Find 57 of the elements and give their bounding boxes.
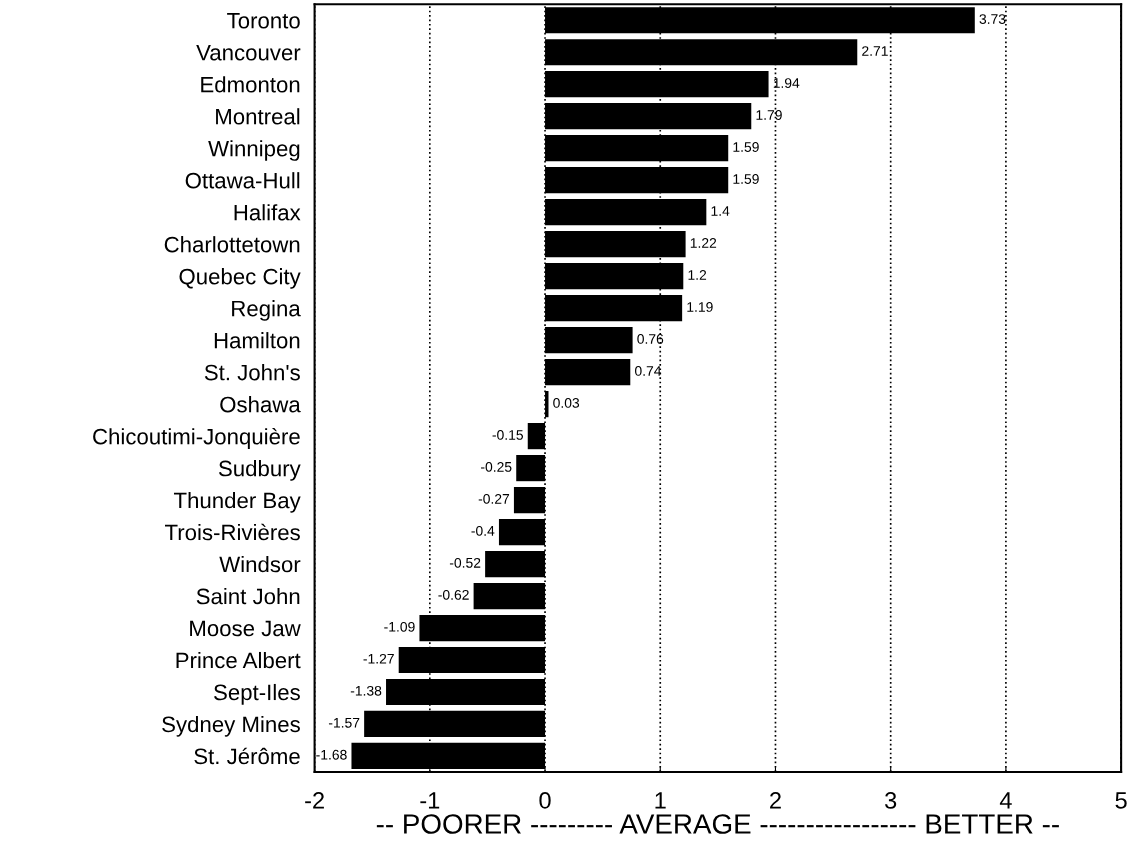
data-label: 1.22 bbox=[690, 238, 717, 248]
data-label: 2.71 bbox=[862, 46, 888, 56]
y-tick-label: Edmonton bbox=[201, 76, 300, 93]
x-tick-label: 0 bbox=[539, 792, 551, 809]
data-label: 1.2 bbox=[688, 270, 707, 280]
x-tick-label: 2 bbox=[770, 792, 781, 809]
data-label: 1.94 bbox=[773, 78, 800, 88]
data-label: -0.52 bbox=[449, 557, 481, 568]
data-label: -0.15 bbox=[492, 429, 524, 440]
y-tick-label: Montreal bbox=[216, 108, 300, 125]
data-label: 0.74 bbox=[635, 366, 662, 376]
data-label: -1.57 bbox=[328, 718, 360, 728]
y-tick-label: Oshawa bbox=[220, 396, 301, 413]
data-label: 1.19 bbox=[687, 302, 713, 312]
y-tick-label: Sudbury bbox=[218, 460, 301, 481]
y-tick-label: Chicoutimi-Jonquière bbox=[93, 427, 300, 449]
x-tick-label: 5 bbox=[1115, 792, 1127, 809]
y-tick-label: Prince Albert bbox=[176, 651, 301, 669]
x-tick-label: -1 bbox=[420, 792, 440, 809]
y-tick-label: Moose Jaw bbox=[190, 620, 301, 637]
y-tick-label: Ottawa-Hull bbox=[185, 172, 300, 189]
y-tick-label: Thunder Bay bbox=[173, 492, 301, 513]
data-label: -1.27 bbox=[363, 653, 394, 664]
y-tick-label: Sydney Mines bbox=[162, 715, 300, 737]
data-label: -1.38 bbox=[350, 685, 382, 696]
y-tick-label: Windsor bbox=[219, 555, 301, 573]
data-label: 1.59 bbox=[733, 142, 759, 152]
y-tick-label: Trois-Rivières bbox=[165, 523, 300, 541]
y-tick-label: Regina bbox=[232, 300, 301, 321]
y-tick-label: Sept-Iles bbox=[214, 683, 300, 705]
data-label: -1.09 bbox=[384, 621, 415, 632]
y-tick-label: Halifax bbox=[234, 204, 301, 221]
data-label: -0.62 bbox=[438, 589, 469, 600]
y-tick-label: Vancouver bbox=[196, 45, 301, 61]
data-label: 1.79 bbox=[756, 110, 782, 120]
x-tick-label: 4 bbox=[999, 792, 1012, 809]
y-tick-label: Charlottetown bbox=[164, 236, 300, 253]
x-tick-label: 1 bbox=[655, 792, 666, 809]
y-tick-label: Winnipeg bbox=[208, 140, 300, 161]
y-tick-label: Hamilton bbox=[214, 332, 300, 349]
y-tick-label: Saint John bbox=[196, 587, 300, 605]
data-label: -0.27 bbox=[478, 493, 510, 504]
x-tick-label: -2 bbox=[305, 792, 324, 809]
data-label: 3.73 bbox=[979, 14, 1006, 24]
data-label: 1.59 bbox=[733, 174, 759, 184]
data-label: -0.25 bbox=[481, 461, 512, 472]
data-label: -0.4 bbox=[471, 525, 495, 536]
data-label: 1.4 bbox=[711, 206, 730, 216]
x-tick-label: 3 bbox=[885, 792, 897, 809]
y-tick-label: Toronto bbox=[227, 13, 300, 29]
y-tick-label: St. Jérôme bbox=[194, 747, 300, 765]
y-tick-label: St. John's bbox=[204, 364, 300, 381]
data-label: -1.68 bbox=[316, 749, 347, 760]
data-label: 0.76 bbox=[637, 334, 664, 344]
x-axis-title: -- POORER --------- AVERAGE ----------------- BETTER -- bbox=[376, 814, 1059, 834]
y-tick-label: Quebec City bbox=[179, 268, 301, 289]
data-label: 0.03 bbox=[553, 398, 580, 408]
